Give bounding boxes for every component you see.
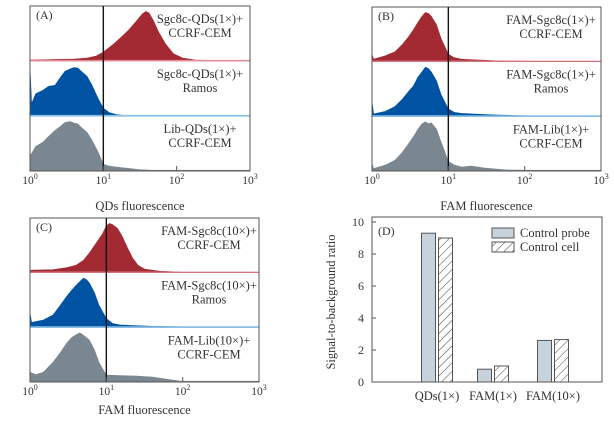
histogram-area: [29, 121, 251, 172]
track-label: Ramos: [183, 81, 218, 95]
track-label: CCRF-CEM: [177, 347, 240, 361]
x-axis-title: FAM fluorescence: [440, 199, 533, 213]
x-tick-label: 102: [517, 172, 533, 187]
track-label: FAM-Sgc8c(1×)+: [506, 13, 596, 27]
bar-control-probe: [421, 232, 436, 383]
x-category-label: FAM(10×): [526, 389, 580, 403]
histogram-track: FAM-Lib(10×)+CCRF-CEM: [29, 332, 260, 383]
track-label: Lib-QDs(1×)+: [163, 122, 236, 136]
panel-label: (B): [378, 9, 394, 23]
track-label: FAM-Sgc8c(10×)+: [161, 279, 257, 293]
x-tick-label: 100: [22, 383, 38, 398]
x-category-label: QDs(1×): [415, 389, 460, 403]
histogram-track: FAM-Sgc8c(10×)+Ramos: [29, 277, 260, 328]
panel-label: (A): [36, 8, 53, 22]
y-axis-title: Signal-to-background ratio: [324, 234, 338, 369]
plot-frame: [29, 217, 260, 383]
track-label: FAM-Lib(1×)+: [513, 122, 589, 136]
histogram-track: Sgc8c-QDs(1×)+Ramos: [29, 66, 251, 117]
track-label: CCRF-CEM: [177, 238, 240, 252]
track-label: FAM-Sgc8c(10×)+: [161, 224, 257, 238]
legend-label: Control probe: [520, 226, 590, 240]
track-label: CCRF-CEM: [519, 136, 582, 150]
histogram-track: Lib-QDs(1×)+CCRF-CEM: [29, 121, 251, 172]
legend-label: Control cell: [520, 240, 580, 254]
bar-control-cell: [494, 365, 509, 383]
x-tick-label: 103: [242, 172, 258, 187]
histogram-track: FAM-Sgc8c(10×)+CCRF-CEM: [29, 223, 260, 274]
track-label: CCRF-CEM: [168, 26, 231, 40]
bar-control-cell: [554, 339, 569, 383]
histogram-area: [29, 332, 260, 383]
y-tick-label: 10: [352, 215, 364, 229]
histogram-track: Sgc8c-QDs(1×)+CCRF-CEM: [29, 11, 251, 62]
x-axis-title: FAM fluorescence: [98, 403, 191, 417]
x-tick-label: 100: [364, 172, 380, 187]
track-label: Sgc8c-QDs(1×)+: [157, 12, 243, 26]
track-label: FAM-Sgc8c(1×)+: [506, 68, 596, 82]
x-axis-title: QDs fluorescence: [95, 199, 185, 213]
x-tick-label: 101: [96, 172, 112, 187]
x-tick-label: 103: [593, 172, 609, 187]
panel-c: FAM-Sgc8c(10×)+CCRF-CEMFAM-Sgc8c(10×)+Ra…: [22, 217, 267, 417]
plot-frame: [29, 5, 251, 172]
panel-label: (D): [378, 224, 395, 238]
track-label: Ramos: [534, 82, 569, 96]
x-tick-label: 100: [22, 172, 38, 187]
x-tick-label: 103: [251, 383, 267, 398]
track-label: FAM-Lib(10×)+: [168, 333, 251, 347]
track-label: Sgc8c-QDs(1×)+: [157, 67, 243, 81]
track-label: CCRF-CEM: [519, 27, 582, 41]
x-tick-label: 102: [175, 383, 191, 398]
histogram-area: [29, 223, 260, 274]
bar-control-cell: [438, 237, 453, 383]
x-tick-label: 101: [99, 383, 115, 398]
histogram-area: [371, 66, 602, 117]
histogram-track: FAM-Sgc8c(1×)+CCRF-CEM: [371, 12, 602, 63]
y-tick-label: 8: [358, 247, 364, 261]
legend-swatch: [491, 241, 515, 253]
bar-control-probe: [477, 368, 492, 383]
histogram-area: [29, 11, 251, 62]
panel-b: FAM-Sgc8c(1×)+CCRF-CEMFAM-Sgc8c(1×)+Ramo…: [364, 6, 609, 213]
x-tick-label: 102: [169, 172, 185, 187]
x-tick-label: 101: [441, 172, 457, 187]
plot-frame: [371, 6, 602, 172]
y-tick-label: 0: [358, 375, 364, 389]
panel-label: (C): [36, 220, 52, 234]
histogram-track: FAM-Sgc8c(1×)+Ramos: [371, 66, 602, 117]
legend-swatch: [491, 227, 515, 239]
bar-control-probe: [537, 339, 552, 383]
x-category-label: FAM(1×): [469, 389, 517, 403]
y-tick-label: 4: [358, 311, 364, 325]
histogram-track: FAM-Lib(1×)+CCRF-CEM: [371, 121, 602, 172]
y-tick-label: 6: [358, 279, 364, 293]
track-label: CCRF-CEM: [168, 136, 231, 150]
y-tick-label: 2: [358, 343, 364, 357]
panel-d: 0 2 4 6 8 10 Signal-to-background ratio QDs(1×)…: [324, 215, 603, 403]
panel-a: Sgc8c-QDs(1×)+CCRF-CEMSgc8c-QDs(1×)+Ramo…: [22, 5, 258, 213]
histogram-area: [29, 66, 251, 117]
track-label: Ramos: [192, 293, 227, 307]
histogram-area: [371, 121, 602, 172]
